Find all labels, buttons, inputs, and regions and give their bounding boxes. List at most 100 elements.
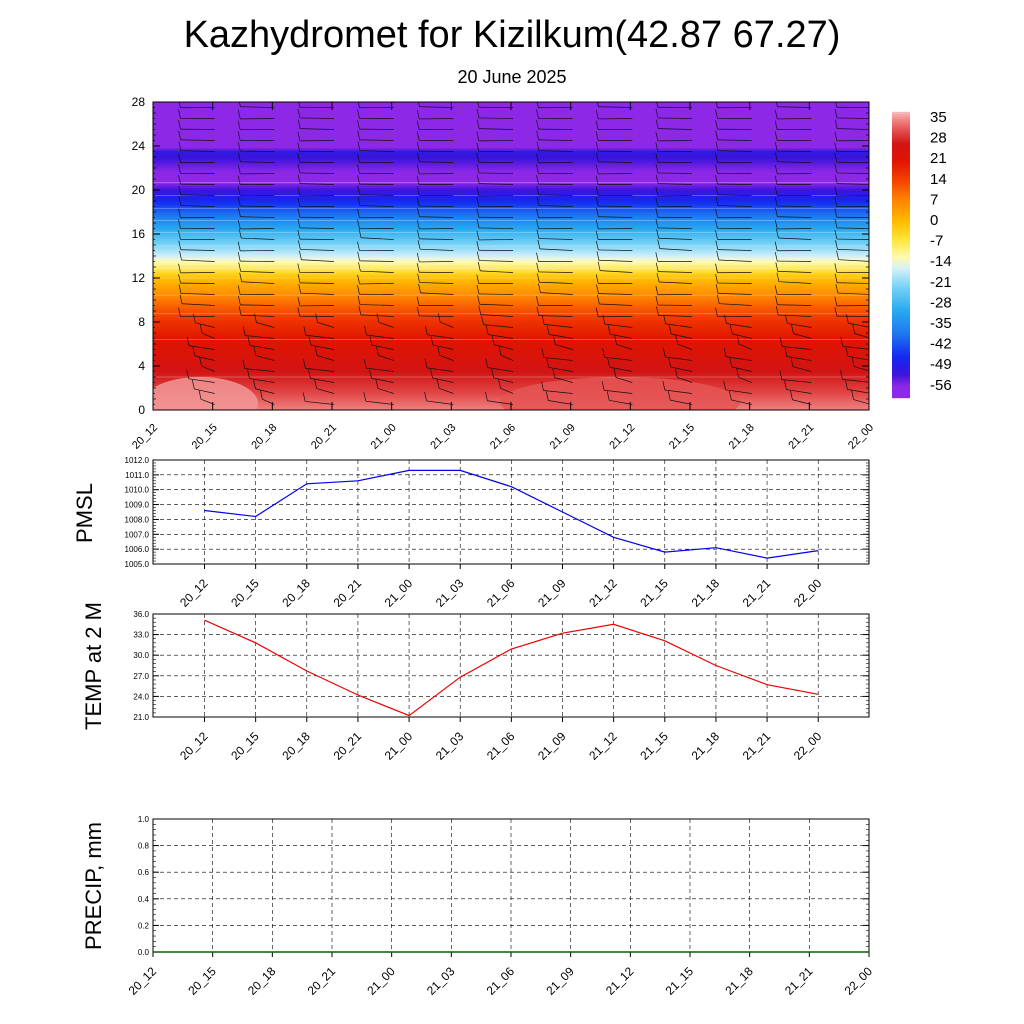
wind-barb-shaft (538, 271, 573, 273)
colorbar-segment (892, 111, 910, 115)
wind-barb-flag (416, 186, 420, 196)
wind-barb-flag (376, 346, 379, 356)
wind-barb-flag (417, 207, 420, 217)
wind-barb-flag (723, 347, 727, 357)
wind-barb-flag (716, 294, 720, 304)
temperature-band (153, 187, 869, 191)
colorbar-label: -7 (930, 233, 943, 250)
colorbar-label: -28 (930, 294, 952, 311)
wind-barb-flag (655, 208, 659, 218)
wind-barb-shaft (781, 379, 812, 383)
wind-barb-flag (297, 218, 301, 229)
precip-panel: 0.0 0.2 0.4 0.6 0.8 1.0 20_12 20_15 20_18 20_21 21… (81, 815, 875, 998)
wind-barb-flag (674, 368, 678, 378)
wind-barb-shaft (244, 368, 275, 372)
y-tick-label: 4 (138, 359, 145, 373)
wind-barb-shaft (717, 150, 752, 152)
x-tick-label: 21_18 (727, 422, 757, 452)
wind-barb-shaft (419, 315, 454, 317)
wind-barb-shaft (249, 378, 275, 383)
wind-barb-flag (119, 120, 121, 129)
temperature-band (153, 389, 869, 393)
wind-barb-shaft (249, 345, 275, 350)
colorbar-segment (892, 233, 910, 237)
temperature-band (153, 229, 869, 233)
temperature-band (153, 196, 869, 200)
wind-barb-flag (668, 357, 672, 368)
y-tick-label: 24 (132, 139, 146, 153)
wind-barb-flag (357, 130, 361, 140)
colorbar-segment (892, 302, 910, 306)
wind-barb-flag (357, 196, 361, 206)
wind-barb-shaft (365, 400, 394, 405)
wind-barb-flag (655, 108, 659, 119)
wind-barb-flag (595, 131, 599, 141)
x-tick-label: 20_12 (130, 422, 160, 452)
wind-barb-flag (417, 273, 420, 283)
wind-barb-shaft (599, 303, 633, 306)
x-tick-label: 21_09 (543, 964, 577, 998)
wind-barb-flag (314, 346, 318, 356)
x-tick-label: 20_15 (228, 729, 262, 763)
x-tick-label: 20_18 (279, 729, 313, 763)
wind-barb-shaft (836, 172, 869, 174)
colorbar-segment (892, 300, 910, 303)
colorbar-segment (892, 250, 910, 253)
temperature-band (153, 222, 869, 226)
y-tick-label: 1012.0 (125, 456, 150, 465)
wind-barb-shaft (360, 270, 394, 273)
temperature-band (153, 328, 869, 332)
x-tick-label: 21_06 (484, 964, 518, 998)
colorbar-segment (892, 235, 910, 239)
wind-barb-shaft (609, 399, 633, 405)
wind-barb-flag (138, 390, 140, 399)
wind-barb-flag (237, 109, 241, 120)
colorbar-segment (892, 316, 910, 320)
wind-barb-flag (358, 305, 362, 315)
temperature-band (153, 264, 869, 268)
wind-barb-flag (186, 336, 190, 346)
wind-barb-shaft (317, 322, 335, 328)
wind-barb-flag (178, 196, 182, 206)
wind-barb-shaft (842, 379, 869, 383)
wind-barb-flag (424, 391, 427, 402)
colorbar-segment (892, 118, 910, 122)
wind-barb-flag (845, 380, 848, 390)
wind-barb-flag (119, 263, 121, 272)
colorbar-segment (892, 271, 910, 275)
wind-barb-flag (597, 261, 601, 271)
colorbar-segment (892, 283, 910, 287)
colorbar-segment (892, 354, 910, 358)
wind-barb-flag (476, 163, 480, 174)
wind-barb-shaft (539, 281, 573, 284)
temperature-band (153, 218, 869, 222)
colorbar-segment (892, 171, 910, 175)
wind-barb-flag (541, 348, 545, 358)
temperature-band (153, 240, 869, 244)
wind-barb-flag (119, 286, 121, 295)
x-tick-label: 20_18 (249, 422, 279, 452)
colorbar-segment (892, 252, 910, 256)
wind-barb-shaft (478, 172, 514, 174)
colorbar-segment (892, 219, 910, 222)
wind-barb-shaft (658, 315, 693, 317)
wind-barb-shaft (317, 355, 335, 361)
wind-barb-shaft (538, 194, 573, 196)
colorbar-segment (892, 121, 910, 125)
temperature-band (153, 158, 869, 162)
wind-barb-shaft (665, 323, 693, 328)
x-tick-label: 21_09 (535, 576, 569, 610)
colorbar-segment (892, 297, 910, 301)
wind-barb-flag (357, 120, 360, 130)
wind-barb-shaft (731, 399, 752, 405)
wind-barb-flag (536, 252, 539, 262)
wind-barb-flag (178, 175, 181, 185)
wind-barb-shaft (836, 227, 869, 229)
wind-barb-shaft (255, 355, 275, 361)
temperature-band (153, 308, 869, 312)
colorbar-segment (892, 195, 910, 198)
wind-barb-flag (178, 284, 182, 294)
temperature-band (153, 372, 869, 376)
wind-barb-shaft (544, 324, 573, 328)
colorbar-segment (892, 147, 910, 151)
